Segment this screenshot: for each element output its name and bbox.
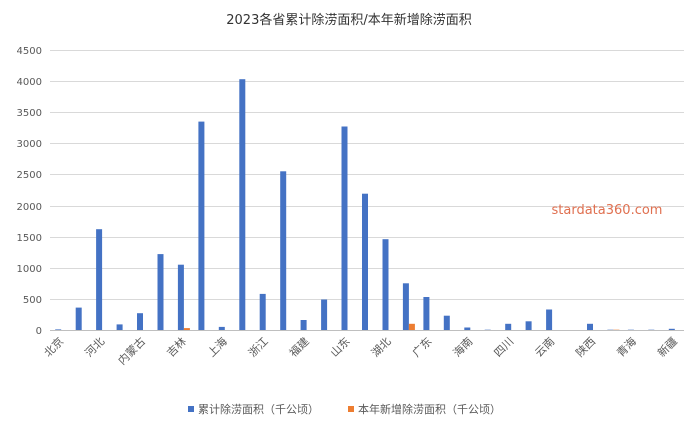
bar-cumulative-内蒙古 (137, 313, 143, 330)
bar-cumulative-河北 (96, 229, 103, 330)
bars (55, 79, 675, 331)
bar-cumulative-河南 (362, 193, 368, 330)
bar-cumulative-山东 (341, 126, 348, 330)
x-tick-label: 广东 (410, 335, 435, 360)
bar-new-吉林 (183, 328, 190, 330)
bar-cumulative-湖南 (402, 283, 409, 330)
x-tick-label: 山东 (328, 335, 353, 360)
bar-cumulative-天津 (75, 307, 82, 330)
bar-cumulative-江苏 (239, 79, 246, 330)
x-tick-label: 新疆 (654, 334, 679, 359)
bar-cumulative-浙江 (259, 293, 266, 330)
bar-cumulative-海南 (464, 327, 471, 330)
bar-cumulative-新疆 (668, 328, 675, 330)
bar-cumulative-黑龙江 (198, 121, 205, 330)
bar-cumulative-北京 (55, 329, 62, 331)
x-tick-label: 云南 (532, 335, 557, 360)
bar-new-湖南 (408, 323, 415, 330)
legend: 累计除涝面积（千公顷） 本年新增除涝面积（千公顷） (188, 402, 501, 416)
y-tick-label: 2000 (17, 202, 42, 213)
x-tick-label: 内蒙古 (115, 334, 148, 367)
y-tick-label: 4000 (17, 77, 42, 88)
x-tick-label: 上海 (204, 334, 229, 359)
chart-title: 2023各省累计除涝面积/本年新增除涝面积 (226, 12, 471, 28)
y-tick-label: 1500 (17, 233, 42, 244)
bar-cumulative-广东 (423, 297, 430, 330)
x-tick-label: 吉林 (164, 334, 189, 359)
x-tick-label: 四川 (492, 335, 517, 360)
y-axis-ticks: 0 500 1000 1500 2000 2500 3000 3500 4000 4500 (17, 46, 42, 337)
legend-label-new: 本年新增除涝面积（千公顷） (358, 402, 501, 416)
legend-swatch-cumulative (188, 406, 194, 412)
bar-cumulative-福建 (300, 320, 307, 330)
legend-label-cumulative: 累计除涝面积（千公顷） (198, 402, 319, 416)
y-tick-label: 500 (23, 295, 42, 306)
x-tick-label: 海南 (450, 334, 475, 359)
x-tick-label: 福建 (286, 334, 311, 359)
bar-cumulative-湖北 (382, 239, 389, 330)
bar-cumulative-吉林 (177, 264, 184, 330)
y-tick-label: 1000 (17, 264, 42, 275)
bar-cumulative-上海 (218, 326, 225, 330)
bar-cumulative-江西 (321, 299, 328, 330)
y-tick-label: 2500 (17, 170, 42, 181)
legend-swatch-new (348, 406, 354, 412)
gridlines (50, 50, 684, 300)
x-tick-label: 湖北 (369, 335, 394, 360)
y-tick-label: 0 (36, 326, 42, 337)
x-axis-ticks: 北京 河北 内蒙古 吉林 上海 浙江 福建 山东 湖北 广东 海南 四川 云南 陕西 青海 新疆 (41, 334, 680, 367)
y-tick-label: 3000 (17, 139, 42, 150)
x-tick-label: 陕西 (573, 334, 598, 359)
x-tick-label: 北京 (41, 334, 66, 359)
x-tick-label: 浙江 (246, 335, 271, 360)
bar-cumulative-山西 (116, 324, 123, 330)
x-tick-label: 青海 (614, 334, 639, 359)
bar-cumulative-安徽 (280, 171, 287, 330)
watermark: stardata360.com (552, 203, 663, 218)
y-tick-label: 3500 (17, 108, 42, 119)
bar-cumulative-贵州 (525, 321, 532, 330)
y-tick-label: 4500 (17, 46, 42, 57)
bar-cumulative-辽宁 (157, 254, 164, 330)
bar-cumulative-陕西 (587, 323, 593, 330)
bar-cumulative-广西 (443, 315, 450, 330)
bar-cumulative-四川 (505, 323, 512, 330)
bar-cumulative-云南 (546, 309, 553, 330)
x-tick-label: 河北 (82, 335, 107, 360)
